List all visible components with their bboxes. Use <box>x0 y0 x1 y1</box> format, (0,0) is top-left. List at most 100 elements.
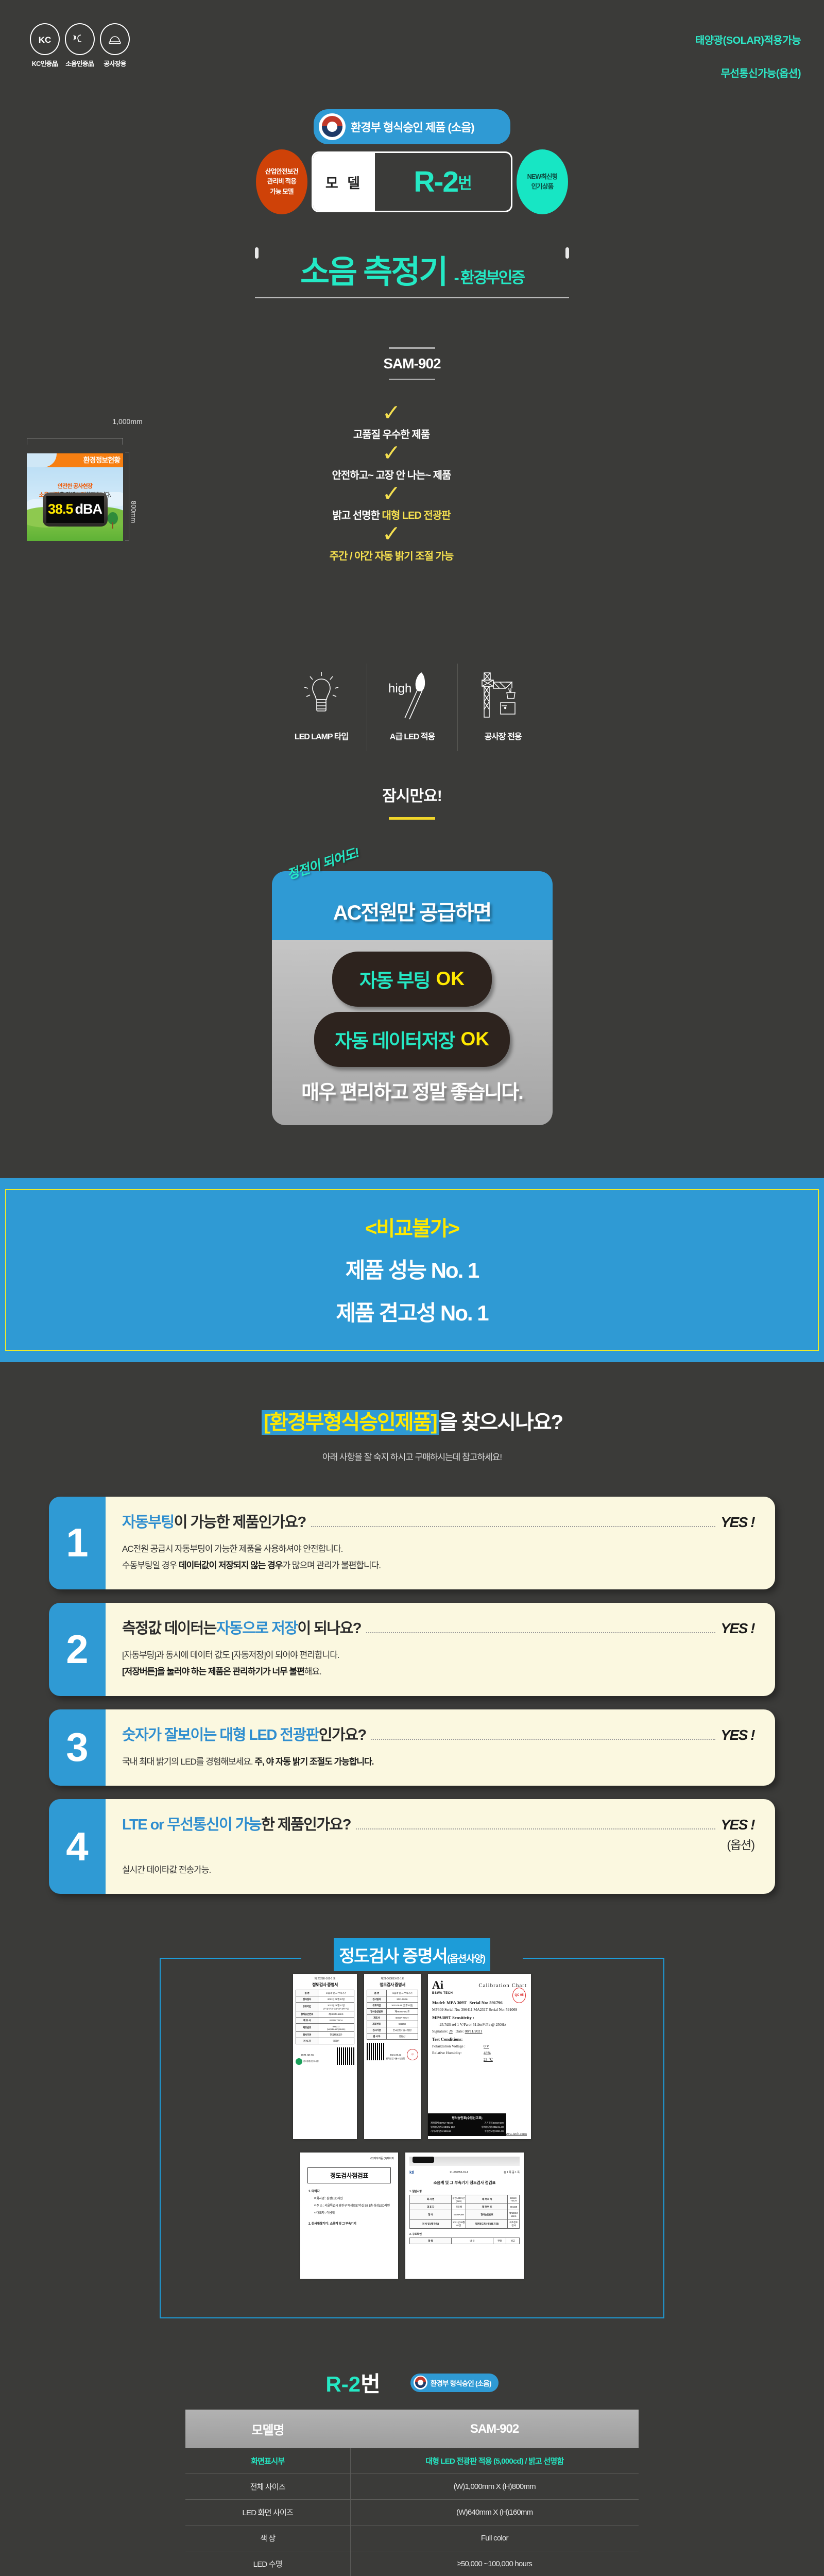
certificates-grid: 제 2021E-161-1 호 정도검사 증명서 품 명 소음계 및 그 부속기기… <box>181 1974 643 2279</box>
doc5-org-logo: ktl <box>409 2170 415 2175</box>
benefit-item-2: ✓ 안전하고~ 고장 안 나는~ 제품 <box>221 440 561 482</box>
top-right-notes: 태양광(SOLAR)적용가능 무선통신가능(옵션) <box>695 32 801 98</box>
product-overview-section: 1,000mm 800mm 환경정보현황 안전한 공사현장 소음 저감을 위해 … <box>0 398 824 655</box>
doc3-logo-sub: BSWA TECH <box>432 1992 453 1995</box>
faq-answer-4: 실시간 데이타값 전송가능. <box>122 1862 754 1878</box>
doc1-key-6: 제조번호 <box>296 2023 318 2032</box>
doc3-logo: Ai <box>432 1978 443 1992</box>
construction-site-icon <box>100 23 130 55</box>
certificates-row-bottom: (2)페이지중 (1)페이지 정도검사점검표 1. 의뢰자 ㅇ회사명 : 삼성L… <box>181 2153 643 2279</box>
benefit-text-3-highlight: 대형 LED 전광판 <box>382 510 451 522</box>
faq-option-note-4: (옵션) <box>727 1838 755 1852</box>
faq-section: [환경부형식승인제품] 을 찾으시나요? 아래 사항을 잘 숙지 하시고 구매하시… <box>0 1362 824 1894</box>
doc2-val-7: 한국산업기술시험원 <box>386 2027 419 2034</box>
faq-answer-3-line-1: 국내 최대 밝기의 LED를 경험해보세요. 주, 야 자동 밝기 조절도 가능… <box>122 1754 754 1770</box>
cert-label-kc: KC인증品 <box>31 60 58 67</box>
model-value: R-2 번 <box>375 153 511 211</box>
korean-government-emblem-icon <box>319 113 346 140</box>
dimension-width-label: 1,000mm <box>112 417 143 426</box>
doc4-section-1: 1. 의뢰자 <box>308 2190 320 2194</box>
model-name-box: 모 델 R-2 번 <box>312 151 512 212</box>
doc4-heading: 정도검사점검표 <box>307 2167 391 2184</box>
doc3-black-r2c1: 형식승인번호:NESM-182 <box>431 2126 455 2129</box>
doc5-col-1: 항 목 <box>409 2238 452 2245</box>
doc3-sig-label: Signature: <box>432 2029 448 2034</box>
doc3-cond-label: Test Conditions: <box>432 2037 463 2042</box>
certificates-row-top: 제 2021E-161-1 호 정도검사 증명서 품 명 소음계 및 그 부속기기… <box>181 1974 643 2140</box>
faq-answer-2-line-2: [저장버튼]을 눌러야 하는 제품은 관리하기가 너무 불편해요. <box>122 1664 754 1680</box>
faq-card-1[interactable]: 1 자동부팅 이 가능한 제품인가요? YES ! AC전원 공급시 자동부팅이 … <box>49 1496 775 1590</box>
certificates-title: 정도검사 증명서(옵션사양) <box>334 1938 490 1972</box>
table-row: 화면표시부 대형 LED 전광판 적용 (5,000cd) / 밝고 선명함 <box>185 2448 639 2475</box>
doc2-heading: 정도검사 증명서 <box>380 1982 405 1988</box>
faq-question-2-blue: 자동으로 저장 <box>216 1620 298 1637</box>
doc2-key-1: 품 명 <box>367 1990 387 1997</box>
doc1-key-8: 검 사 자 <box>296 2038 318 2045</box>
faq-question-1-rest: 이 가능한 제품인가요? <box>174 1514 306 1531</box>
doc2-val-5: BSWA TECH <box>386 2014 419 2022</box>
certificate-doc-1[interactable]: 제 2021E-161-1 호 정도검사 증명서 품 명 소음계 및 그 부속기기… <box>293 1974 357 2140</box>
hero-title-board: 소음 측정기 - 환경부인증 <box>255 247 569 298</box>
new-popular-badge: NEW최신형 인기상품 <box>517 149 568 214</box>
faq-a2-post: 해요. <box>304 1667 322 1677</box>
doc3-black-title: 형식승인표(수입신고표) <box>452 2117 483 2121</box>
doc5-r2c4: 591158 <box>507 2204 520 2211</box>
faq-dots-1 <box>311 1526 716 1527</box>
doc1-val-3: 2023년 08월 12일 <box>327 2004 345 2007</box>
faq-number-1: 1 <box>49 1496 106 1590</box>
doc4-line-1: ㅇ회사명 : 삼성LED사인 <box>314 2197 343 2201</box>
faq-heading: [환경부형식승인제품] 을 찾으시나요? <box>0 1405 824 1435</box>
faq-body-1: 자동부팅 이 가능한 제품인가요? YES ! AC전원 공급시 자동부팅이 가능… <box>106 1496 775 1590</box>
doc1-val-8: 이다빈 <box>317 2038 355 2045</box>
model-label: 모 델 <box>313 153 375 211</box>
doc1-date: 2021.08.30 <box>300 2054 314 2058</box>
faq-a3-bold: 주, 야 자동 밝기 조절도 가능합니다. <box>254 1756 374 1767</box>
doc2-key-2: 검사일자 <box>367 1996 387 2003</box>
certificate-doc-2[interactable]: 제21-060853-01-1호 정도검사 증명서 품 명 소음계 및 그 부속기… <box>364 1974 421 2140</box>
doc5-r1c1: 회 사 명 <box>409 2195 452 2205</box>
certificate-doc-4[interactable]: (2)페이지중 (1)페이지 정도검사점검표 1. 의뢰자 ㅇ회사명 : 삼성L… <box>300 2153 398 2279</box>
certificates-title-option: (옵션사양) <box>447 1954 486 1965</box>
doc3-cond-val-3: 23 ℃ <box>484 2057 493 2062</box>
doc3-signature-line: Signature: JS Date: 08/11/2021 <box>432 2029 527 2033</box>
spec-table-header-row: 모델명 SAM-902 <box>185 2410 639 2449</box>
doc1-table: 품 명 소음계 및 그 부속기기 검사일자 2021년 08월 13일 유효기간 20… <box>296 1990 355 2045</box>
doc5-r4c3: 직전정도검사일 (설 치 일) <box>466 2219 508 2229</box>
certificate-doc-5[interactable]: ktl 21-060853-01-1 총 1 쪽 중 1 쪽 소음계 및 그 부… <box>405 2153 524 2279</box>
spec-badge-label: 환경부 형식승인 (소음) <box>430 2379 492 2387</box>
table-row: LED 수명 ≥50,000 ~100,000 hours <box>185 2551 639 2576</box>
faq-answer-4-line-1: 실시간 데이타값 전송가능. <box>122 1865 211 1875</box>
faq-card-2[interactable]: 2 측정값 데이터는 자동으로 저장 이 되나요? YES ! [자동부팅]과 동… <box>49 1603 775 1696</box>
light-bulb-icon <box>276 668 367 725</box>
check-mark-icon: ✓ <box>382 440 401 467</box>
doc3-sens-label: MPA309T Sensitivity : <box>432 2015 474 2021</box>
certificate-doc-3[interactable]: Ai BSWA TECH Calibration Chart QC 05 Mod… <box>428 1974 531 2140</box>
ac-feature-ok-1: OK <box>436 968 465 989</box>
doc3-black-r2c2: 형식승인일:2012.11.30 <box>481 2126 504 2129</box>
certification-icon-group: KC KC인증品 소음인증品 공사장용 <box>30 23 130 68</box>
feature-label-high-led: A급 LED 적용 <box>389 732 436 741</box>
doc3-model: MPA 309T <box>447 2000 467 2006</box>
doc5-r1c3: 제 작 회 사 <box>466 2195 508 2205</box>
check-mark-icon: ✓ <box>382 521 401 548</box>
faq-number-4: 4 <box>49 1799 106 1894</box>
doc5-r2c1: 대 표 자 <box>409 2204 452 2211</box>
doc5-r4c1: 검 사 일 (제 작 일) <box>409 2219 452 2229</box>
faq-card-4[interactable]: 4 LTE or 무선통신이 가능 한 제품인가요? YES ! (옵션) 실시간… <box>49 1799 775 1894</box>
spec-model-suffix: 번 <box>360 2372 381 2397</box>
faq-number-3: 3 <box>49 1709 106 1786</box>
doc2-key-4: 형식승인번호 <box>367 2008 387 2015</box>
check-mark-icon: ✓ <box>382 399 401 426</box>
faq-answer-1-line-1: AC전원 공급시 자동부팅이 가능한 제품을 사용하셔야 안전합니다. <box>122 1544 343 1554</box>
doc2-stamp-icon: 印 <box>407 2049 418 2061</box>
doc5-section-2: 2. 구조확인 <box>409 2233 422 2236</box>
doc3-cond-val-1: 0 V <box>484 2044 489 2049</box>
page-title-main: 소음 측정기 <box>300 255 448 290</box>
doc3-cond-key-1: Polarization Voltage : <box>432 2044 466 2049</box>
doc2-val-8: 홍남선 <box>386 2033 419 2040</box>
doc1-key-3: 유효기간 <box>296 2002 318 2012</box>
faq-question-2: 측정값 데이터는 자동으로 저장 이 되나요? YES ! <box>122 1616 755 1638</box>
faq-card-3[interactable]: 3 숫자가 잘보이는 대형 LED 전광판 인가요? YES ! 국내 최대 밝기… <box>49 1709 775 1786</box>
model-badge-row: 산업안전보건 관리비 적용 가능 모델 모 델 R-2 번 NEW최신형 인기상… <box>256 149 568 214</box>
note-wireless: 무선통신가능(옵션) <box>720 68 801 79</box>
